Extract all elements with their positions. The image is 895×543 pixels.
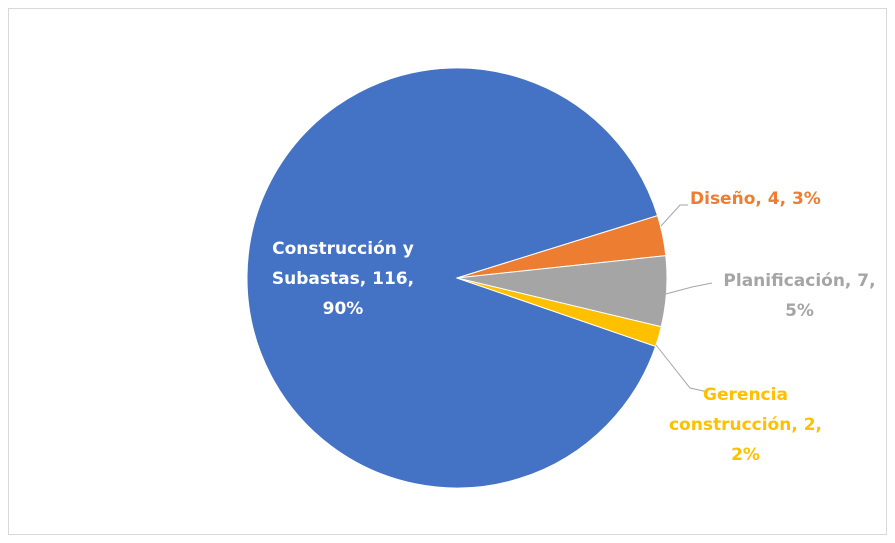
leader-line	[661, 282, 713, 296]
data-label: Planificación, 7, 5%	[723, 271, 876, 321]
pie-slice	[246, 67, 659, 489]
leader-line	[660, 204, 688, 227]
pie-slice	[456, 277, 662, 348]
data-label: Construcción y Subastas, 116, 90%	[271, 239, 415, 319]
data-label: Diseño, 4, 3%	[690, 189, 821, 209]
leader-line	[655, 344, 709, 393]
data-label: Gerencia construcción, 2, 2%	[668, 385, 823, 465]
